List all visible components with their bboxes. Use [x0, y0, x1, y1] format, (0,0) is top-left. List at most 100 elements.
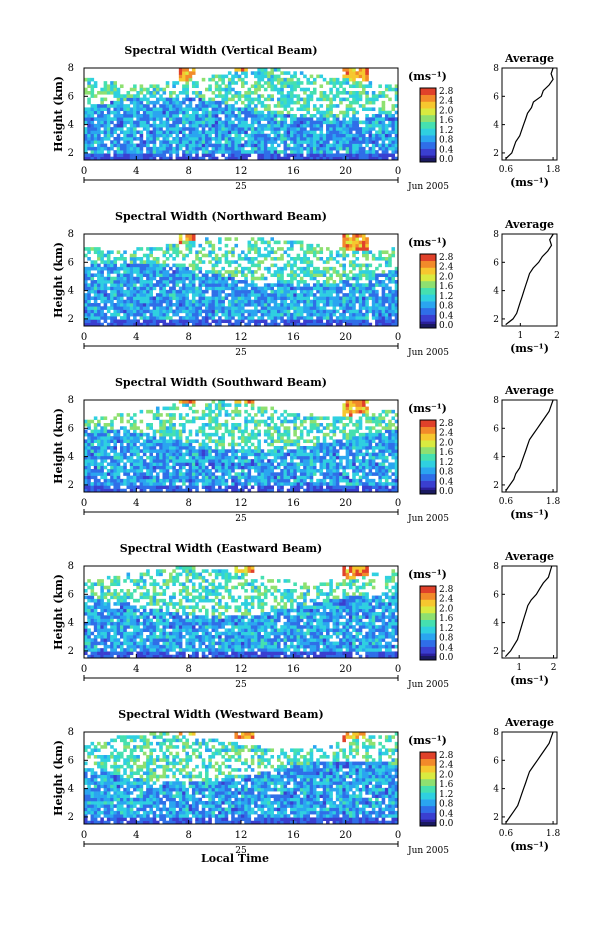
heatmap-cell — [234, 71, 239, 75]
heatmap-cell — [119, 253, 124, 258]
heatmap-cell — [201, 416, 206, 421]
heatmap-cell — [241, 270, 245, 274]
heatmap-cell — [191, 465, 196, 470]
heatmap-cell — [254, 270, 258, 274]
heatmap-cell — [221, 143, 225, 148]
heatmap-cell — [345, 309, 350, 314]
heatmap-cell — [93, 250, 98, 255]
heatmap-cell — [348, 283, 353, 287]
heatmap-cell — [365, 153, 369, 158]
heatmap-cell — [319, 309, 324, 314]
heatmap-cell — [342, 153, 346, 158]
heatmap-cell — [339, 156, 343, 161]
heatmap-cell — [103, 146, 108, 151]
heatmap-cell — [129, 107, 134, 112]
heatmap-cell — [296, 137, 301, 141]
heatmap-cell — [218, 299, 222, 304]
heatmap-cell — [326, 276, 330, 281]
heatmap-cell — [119, 465, 124, 470]
heatmap-cell — [319, 286, 324, 291]
heatmap-cell — [185, 114, 189, 118]
heatmap-cell — [149, 319, 153, 324]
heatmap-cell — [191, 71, 196, 75]
heatmap-cell — [244, 419, 248, 424]
heatmap-cell — [254, 309, 258, 314]
heatmap-cell — [129, 449, 134, 453]
heatmap-cell — [280, 280, 284, 284]
y-tick-label: 2 — [68, 314, 74, 325]
heatmap-cell — [119, 127, 124, 131]
heatmap-cell — [175, 432, 180, 437]
heatmap-cell — [306, 260, 310, 264]
heatmap-cell — [211, 400, 216, 404]
heatmap-cell — [254, 243, 258, 248]
heatmap-cell — [335, 127, 340, 131]
x-tick-label: 8 — [185, 332, 191, 343]
heatmap-cell — [257, 482, 261, 486]
heatmap-cell — [191, 260, 196, 264]
heatmap-cell — [384, 143, 389, 148]
heatmap-cell — [205, 120, 209, 125]
heatmap-cell — [280, 100, 284, 105]
heatmap-cell — [119, 280, 124, 284]
heatmap-cell — [227, 133, 232, 138]
heatmap-cell — [296, 240, 301, 245]
heatmap-cell — [136, 100, 140, 105]
heatmap-cell — [362, 286, 366, 291]
heatmap-cell — [175, 429, 180, 434]
heatmap-cell — [280, 286, 284, 291]
heatmap-cell — [211, 449, 216, 453]
heatmap-cell — [188, 104, 193, 108]
heatmap-cell — [326, 247, 330, 251]
heatmap-cell — [270, 283, 275, 287]
heatmap-cell — [178, 71, 183, 75]
heatmap-cell — [93, 296, 98, 301]
heatmap-cell — [391, 123, 396, 128]
heatmap-cell — [263, 439, 268, 444]
heatmap-cell — [342, 120, 346, 125]
heatmap-cell — [113, 416, 118, 421]
heatmap-cell — [211, 270, 216, 274]
heatmap-cell — [172, 97, 176, 102]
heatmap-cell — [201, 143, 206, 148]
heatmap-cell — [227, 250, 232, 255]
heatmap-cell — [247, 270, 252, 274]
heatmap-cell — [149, 114, 153, 118]
heatmap-cell — [384, 273, 389, 278]
heatmap-cell — [198, 283, 203, 287]
heatmap-cell — [224, 97, 229, 102]
heatmap-cell — [319, 316, 324, 320]
heatmap-cell — [133, 133, 137, 138]
heatmap-cell — [286, 100, 291, 105]
heatmap-cell — [208, 110, 212, 115]
heatmap-cell — [155, 247, 160, 251]
heatmap-cell — [110, 84, 114, 89]
heatmap-cell — [224, 143, 229, 148]
heatmap-cell — [375, 120, 379, 125]
heatmap-cell — [345, 280, 350, 284]
heatmap-cell — [188, 452, 193, 457]
heatmap-cell — [87, 114, 91, 118]
heatmap-cell — [280, 81, 284, 85]
heatmap-cell — [182, 100, 186, 105]
heatmap-cell — [97, 253, 101, 258]
heatmap-cell — [296, 309, 301, 314]
heatmap-cell — [116, 293, 121, 297]
heatmap-cell — [273, 140, 278, 144]
heatmap-cell — [136, 276, 140, 281]
average-unit: (ms⁻¹) — [510, 176, 549, 189]
heatmap-cell — [116, 465, 121, 470]
heatmap-cell — [201, 322, 206, 327]
heatmap-cell — [178, 77, 183, 82]
heatmap-cell — [198, 104, 203, 108]
heatmap-cell — [198, 446, 203, 450]
heatmap-cell — [129, 253, 134, 258]
heatmap-cell — [191, 81, 196, 85]
heatmap-cell — [87, 439, 91, 444]
heatmap-cell — [283, 146, 288, 151]
heatmap-cell — [116, 309, 121, 314]
heatmap-cell — [97, 446, 101, 450]
heatmap-cell — [169, 276, 173, 281]
heatmap-cell — [119, 266, 124, 271]
heatmap-cell — [84, 475, 88, 480]
